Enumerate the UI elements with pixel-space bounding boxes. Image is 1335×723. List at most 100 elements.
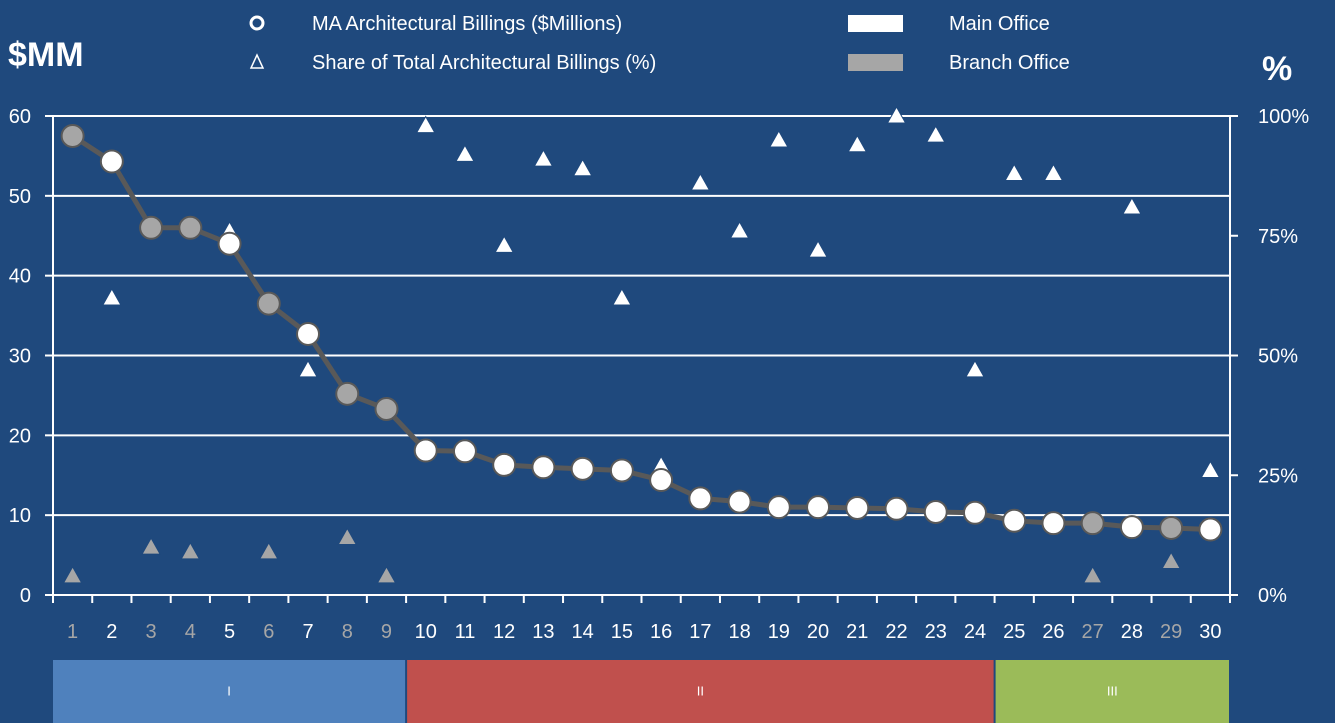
share-triangle-point [101, 288, 122, 306]
x-axis-tick-label: 2 [106, 621, 117, 643]
billings-point [60, 123, 85, 148]
share-triangle-point [925, 125, 946, 143]
billings-point [1119, 515, 1144, 540]
tier-band-label: II [697, 683, 704, 698]
billings-point [492, 452, 517, 477]
billings-point [139, 215, 164, 240]
tier-band [53, 660, 406, 723]
x-axis-tick-label: 19 [768, 621, 790, 643]
x-axis-tick-label: 21 [846, 621, 868, 643]
billings-point [452, 439, 477, 464]
billings-point [296, 321, 321, 346]
legend-label-share: Share of Total Architectural Billings (%… [312, 52, 656, 74]
billings-point [962, 500, 987, 525]
share-triangle-point [376, 565, 397, 584]
x-axis-tick-label: 9 [381, 621, 392, 643]
x-axis-tick-label: 29 [1160, 621, 1182, 643]
billings-point [256, 291, 281, 316]
billings-point [217, 231, 242, 256]
share-triangle-point [337, 527, 358, 546]
x-axis-tick-label: 18 [728, 621, 750, 643]
share-triangle-point [1161, 551, 1182, 569]
legend-branch-office-swatch [848, 54, 903, 71]
share-triangle-point [415, 115, 436, 134]
x-axis-tick-label: 17 [689, 621, 711, 643]
right-axis-tick-label: 25% [1258, 465, 1298, 487]
x-axis-tick-label: 25 [1003, 621, 1025, 643]
x-axis-tick-label: 23 [925, 621, 947, 643]
share-triangle-point [612, 288, 632, 306]
billings-point [766, 495, 791, 520]
billings-point [688, 486, 713, 511]
tier-band [407, 660, 994, 723]
left-axis-tick-label: 50 [9, 186, 31, 208]
left-axis-tick-label: 0 [20, 585, 31, 607]
billings-point [1041, 511, 1066, 536]
share-triangle-point [494, 235, 515, 253]
tier-band-label: III [1107, 683, 1118, 698]
x-axis-tick-label: 10 [415, 621, 437, 643]
share-triangle-point [141, 537, 161, 555]
share-triangle-point [180, 541, 201, 560]
legend: MA Architectural Billings ($Millions) Sh… [249, 13, 1070, 74]
left-axis-tick-label: 10 [9, 505, 31, 527]
billings-point [727, 489, 752, 514]
billings-point [99, 149, 124, 174]
x-axis-tick-label: 13 [532, 621, 554, 643]
billings-point [570, 456, 595, 481]
billings-point [884, 496, 909, 521]
x-axis-tick-label: 6 [263, 621, 274, 643]
share-triangle-point [572, 158, 593, 177]
share-triangle-point [965, 359, 985, 378]
right-axis-tick-label: 0% [1258, 585, 1287, 607]
x-axis-tick-label: 1 [67, 621, 78, 643]
billings-point [335, 381, 360, 406]
share-triangle-point [1122, 196, 1142, 215]
x-axis-tick-label: 15 [611, 621, 633, 643]
legend-label-main-office: Main Office [949, 13, 1050, 35]
legend-label-billings: MA Architectural Billings ($Millions) [312, 13, 622, 35]
billings-point [845, 495, 870, 520]
share-triangle-point [1082, 565, 1103, 584]
x-axis-tick-label: 12 [493, 621, 515, 643]
x-axis-tick-label: 4 [185, 621, 196, 643]
x-axis-tick-label: 30 [1199, 621, 1221, 643]
x-axis-tick-label: 7 [302, 621, 313, 643]
share-triangle-point [298, 359, 318, 378]
x-axis-tick-label: 24 [964, 621, 986, 643]
share-triangle-point [847, 134, 868, 153]
share-triangle-point [1043, 163, 1064, 181]
billings-point [413, 438, 438, 463]
x-axis-tick-label: 3 [146, 621, 157, 643]
x-axis-tick-label: 20 [807, 621, 829, 643]
legend-label-branch-office: Branch Office [949, 52, 1070, 74]
left-axis-tick-label: 60 [9, 106, 31, 128]
share-triangle-point [62, 565, 83, 584]
billings-point [806, 495, 831, 520]
legend-triangle-marker [249, 53, 265, 69]
billings-point [1159, 515, 1184, 540]
left-axis-unit-label: $MM [8, 36, 84, 74]
share-triangle-point [533, 149, 554, 167]
left-axis-tick-label: 30 [9, 346, 31, 368]
billings-point [1198, 517, 1223, 542]
share-triangle-point [729, 220, 750, 239]
right-axis-unit-label: % [1262, 50, 1292, 88]
x-axis-tick-label: 11 [455, 621, 476, 643]
share-triangle-point [690, 173, 711, 191]
share-triangle-point [808, 240, 828, 258]
x-axis-tick-label: 27 [1082, 621, 1104, 643]
billings-point [923, 499, 948, 524]
x-axis-tick-label: 26 [1042, 621, 1064, 643]
share-triangle-point [1004, 163, 1025, 181]
left-axis-tick-label: 40 [9, 266, 31, 288]
billings-point [178, 215, 203, 240]
legend-main-office-swatch [848, 15, 903, 32]
right-axis-tick-label: 100% [1258, 106, 1309, 128]
billings-point [649, 468, 674, 493]
x-axis-tick-label: 5 [224, 621, 235, 643]
share-triangle-point [1200, 460, 1221, 478]
legend-circle-marker [249, 15, 265, 31]
